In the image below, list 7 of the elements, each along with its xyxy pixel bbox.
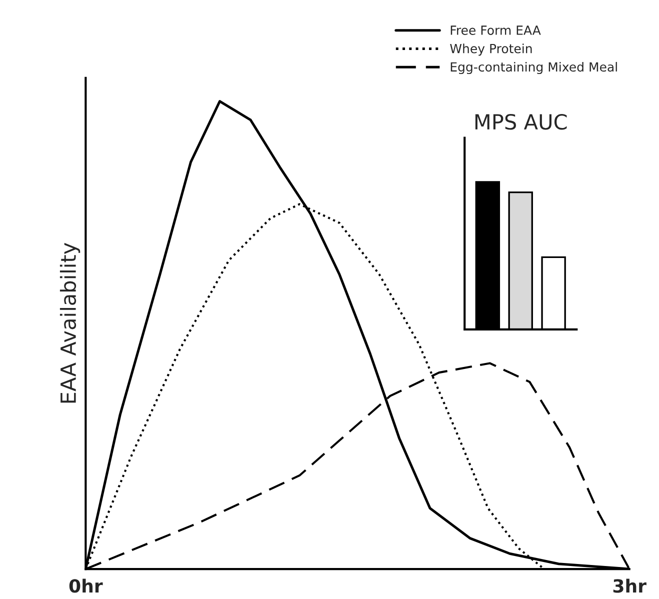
x-tick-label: 0hr [69, 578, 103, 593]
chart-title: MPS AUC [475, 114, 567, 130]
legend-label: Whey Protein [450, 44, 532, 56]
legend-label: Egg-containing Mixed Meal [450, 62, 617, 74]
legend-label: Free Form EAA [450, 26, 541, 35]
x-tick-label: 3hr [613, 578, 646, 593]
y-axis-title: EAA Availability [60, 242, 80, 403]
